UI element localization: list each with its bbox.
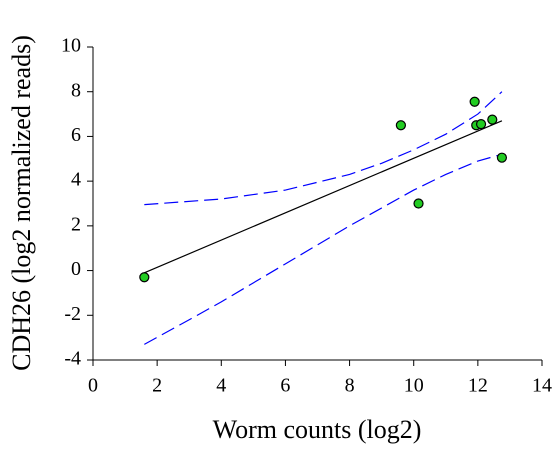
- y-tick-label: 4: [71, 169, 81, 191]
- x-tick-label: 10: [404, 375, 424, 397]
- point: [139, 272, 150, 283]
- point: [496, 152, 508, 163]
- y-tick-label: 10: [61, 35, 81, 57]
- x-tick-label: 8: [345, 375, 355, 397]
- y-tick-label: -2: [64, 303, 81, 325]
- confidence-band: [144, 153, 503, 345]
- y-tick-label: -4: [64, 348, 81, 370]
- x-tick-label: 12: [468, 375, 488, 397]
- fit-line: [144, 120, 503, 274]
- x-tick-label: 0: [88, 375, 98, 397]
- y-tick-label: 0: [71, 258, 81, 280]
- point: [469, 96, 480, 107]
- x-axis-label: Worm counts (log2): [213, 415, 422, 444]
- point: [413, 198, 424, 209]
- point: [487, 114, 498, 125]
- x-tick-label: 4: [216, 375, 226, 397]
- y-tick-label: 2: [71, 213, 81, 235]
- x-tick-label: 14: [532, 375, 552, 397]
- confidence-band: [144, 91, 503, 206]
- y-tick-label: 8: [71, 79, 81, 101]
- point: [395, 120, 406, 131]
- x-tick-label: 6: [280, 375, 290, 397]
- point: [475, 119, 487, 130]
- y-tick-label: 6: [71, 124, 81, 146]
- y-axis-label: CDH26 (log2 normalized reads): [7, 35, 36, 371]
- x-tick-label: 2: [152, 375, 162, 397]
